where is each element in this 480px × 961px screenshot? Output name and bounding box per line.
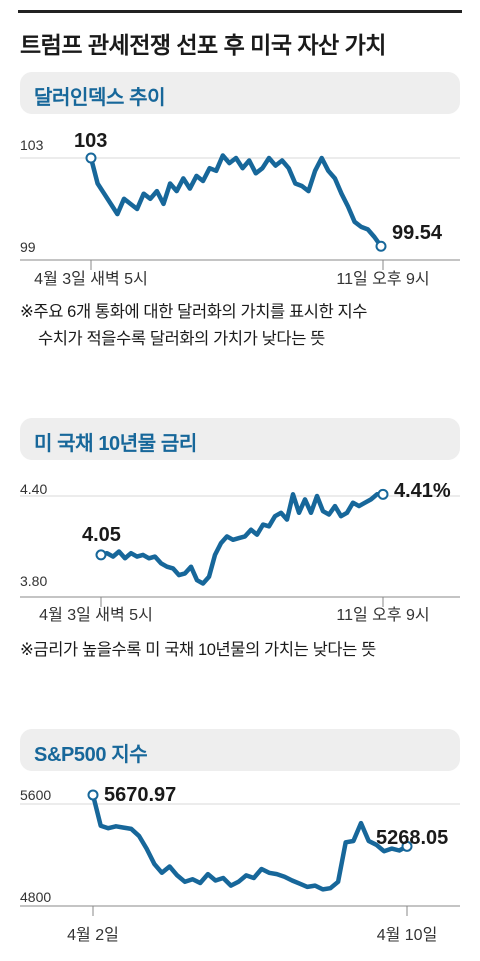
y-tick-label-bottom: 4800 [20,889,51,905]
dollar-index-header: 달러인덱스 추이 [20,72,460,114]
y-tick-label-bottom: 3.80 [20,573,47,589]
start-point-marker [87,789,99,801]
x-tick-label-start: 4월 2일 [67,926,119,944]
top-rule [18,10,462,13]
dollar-index-footnote-2: 수치가 적을수록 달러화의 가치가 낮다는 뜻 [38,330,325,348]
series-line [90,792,410,892]
treasury-yield-title: 미 국채 10년물 금리 [34,433,197,455]
sp500-chart: 5600 4800 4월 2일 4월 10일 5670.97 5268.05 [20,784,460,944]
start-point-marker [85,152,97,164]
y-tick-label-top: 4.40 [20,481,47,497]
end-point-marker [401,840,413,852]
dollar-index-footnote-1: ※주요 6개 통화에 대한 달러화의 가치를 표시한 지수 [20,303,368,321]
treasury-yield-chart: 4.40 3.80 4월 3일 새벽 5시 11일 오후 9시 4.05 4.4… [20,480,460,624]
end-point-marker [377,488,389,500]
end-value-label: 99.54 [392,222,443,244]
x-tick-label-end: 11일 오후 9시 [336,606,429,624]
page-title: 트럼프 관세전쟁 선포 후 미국 자산 가치 [20,32,386,58]
end-value-label: 5268.05 [376,827,448,849]
sp500-title: S&P500 지수 [34,744,148,766]
y-tick-label-bottom: 99 [20,239,36,255]
dollar-index-chart: 103 99 4월 3일 새벽 5시 11일 오후 9시 103 99.54 [20,130,460,288]
dollar-index-title: 달러인덱스 추이 [34,87,166,109]
start-value-label: 103 [74,130,107,152]
series-line [98,492,386,586]
x-tick-label-end: 11일 오후 9시 [336,270,429,288]
start-value-label: 5670.97 [104,784,176,806]
start-point-marker [95,549,107,561]
end-value-label: 4.41% [394,480,451,502]
y-tick-label-top: 5600 [20,787,51,803]
y-tick-label-top: 103 [20,137,44,153]
x-tick-label-start: 4월 3일 새벽 5시 [34,270,148,288]
end-point-marker [375,240,387,252]
treasury-yield-header: 미 국채 10년물 금리 [20,418,460,460]
x-tick-label-end: 4월 10일 [377,926,438,944]
start-value-label: 4.05 [82,524,121,546]
treasury-yield-footnote: ※금리가 높을수록 미 국채 10년물의 가치는 낮다는 뜻 [20,641,376,659]
sp500-header: S&P500 지수 [20,729,460,771]
series-line [88,153,384,249]
x-tick-label-start: 4월 3일 새벽 5시 [39,606,153,624]
